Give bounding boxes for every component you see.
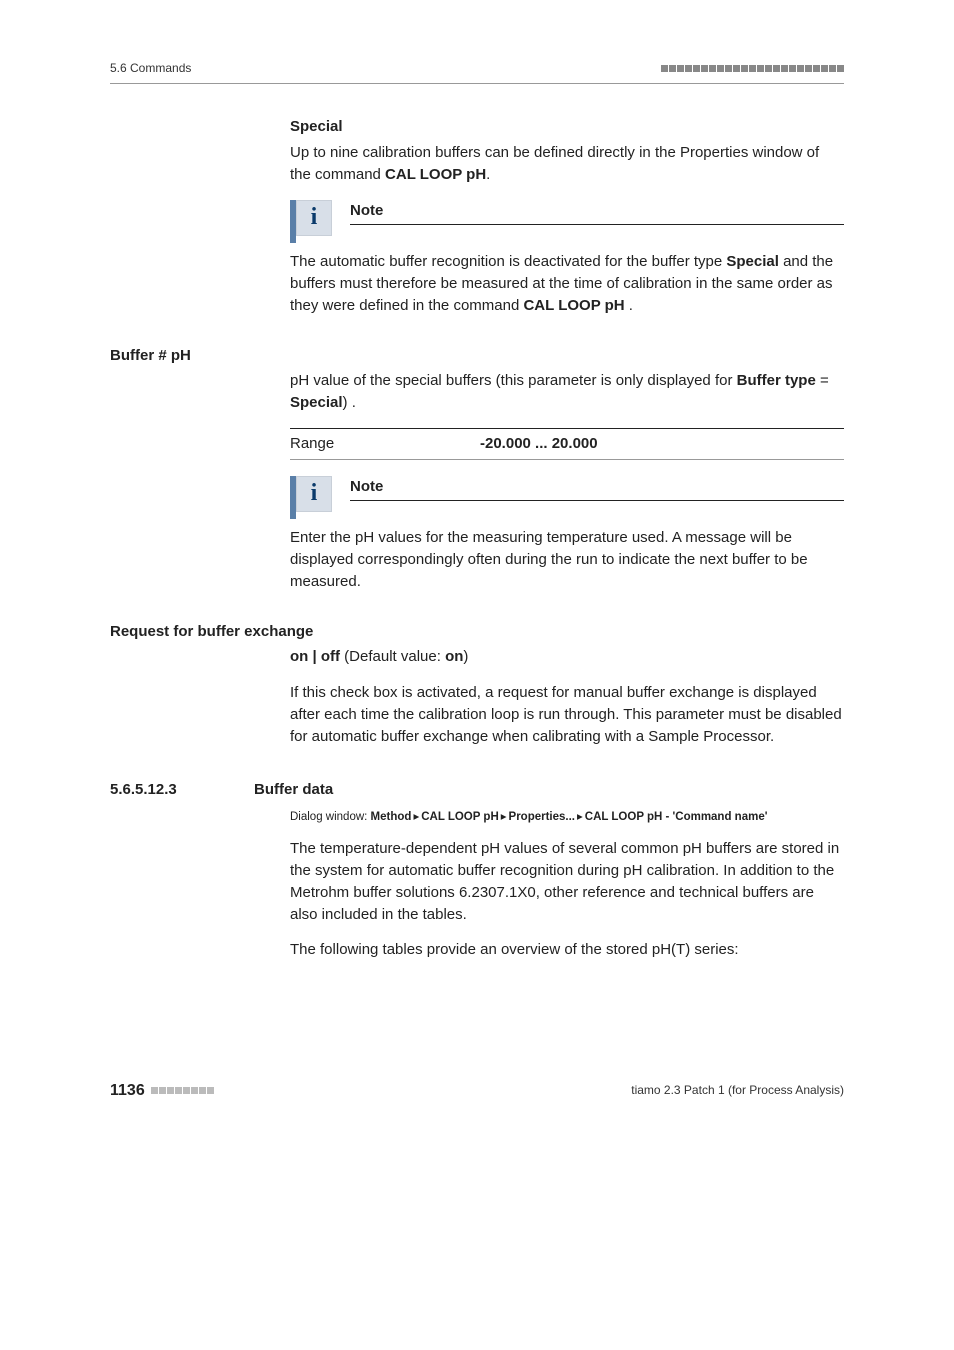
buffer-body: pH value of the special buffers (this pa… [290, 370, 844, 414]
bufferdata-title: Buffer data [254, 779, 333, 801]
info-icon: i [296, 200, 332, 236]
info-icon: i [296, 476, 332, 512]
bufferdata-path1: Method [371, 811, 412, 823]
bufferdata-path-pre: Dialog window: [290, 811, 371, 823]
special-body-cmd: CAL LOOP pH [385, 166, 486, 183]
footer-product: tiamo 2.3 Patch 1 (for Process Analysis) [631, 1082, 844, 1099]
page-footer: 1136 tiamo 2.3 Patch 1 (for Process Anal… [110, 1071, 844, 1102]
note-1: i Note The automatic buffer recognition … [290, 200, 844, 317]
buffer-body-post: ) . [343, 394, 356, 411]
note-1-title: Note [350, 200, 844, 226]
note-1-bold2: CAL LOOP pH [523, 297, 624, 314]
bufferdata-path: Dialog window: Method▸CAL LOOP pH▸Proper… [290, 809, 844, 826]
request-onoff-bold: on [445, 648, 463, 665]
special-body-post: . [486, 166, 490, 183]
note-2-title: Note [350, 476, 844, 502]
footer-decoration [151, 1087, 214, 1094]
buffer-heading: Buffer # pH [110, 345, 844, 367]
request-onoff-pre: on | off [290, 648, 340, 665]
special-body: Up to nine calibration buffers can be de… [290, 142, 844, 186]
request-onoff-post: ) [463, 648, 468, 665]
buffer-body-mid: = [816, 372, 829, 389]
range-label: Range [290, 433, 480, 455]
bufferdata-num: 5.6.5.12.3 [110, 779, 230, 801]
special-body-pre: Up to nine calibration buffers can be de… [290, 144, 819, 183]
bufferdata-path3: Properties... [509, 811, 575, 823]
buffer-body-pre: pH value of the special buffers (this pa… [290, 372, 737, 389]
request-heading: Request for buffer exchange [110, 621, 844, 643]
buffer-body-bold1: Buffer type [737, 372, 816, 389]
page-header: 5.6 Commands [110, 60, 844, 84]
page-number: 1136 [110, 1079, 145, 1102]
path-sep-icon: ▸ [575, 811, 585, 823]
note-2-body: Enter the pH values for the measuring te… [290, 527, 844, 592]
bufferdata-heading-row: 5.6.5.12.3 Buffer data [110, 779, 844, 801]
request-body: If this check box is activated, a reques… [290, 682, 844, 747]
path-sep-icon: ▸ [411, 811, 421, 823]
path-sep-icon: ▸ [499, 811, 509, 823]
header-section-label: 5.6 Commands [110, 60, 191, 77]
note-1-bold1: Spe­cial [726, 253, 779, 270]
bufferdata-body2: The following tables provide an overview… [290, 939, 844, 961]
request-onoff-mid: (Default value: [340, 648, 445, 665]
note-1-post: . [625, 297, 633, 314]
note-1-body: The automatic buffer recognition is deac… [290, 251, 844, 316]
bufferdata-body1: The temperature-dependent pH values of s… [290, 838, 844, 925]
buffer-body-bold2: Special [290, 394, 343, 411]
request-onoff: on | off (Default value: on) [290, 646, 844, 668]
bufferdata-path2: CAL LOOP pH [421, 811, 499, 823]
note-1-pre: The automatic buffer recognition is deac… [290, 253, 726, 270]
bufferdata-path4: CAL LOOP pH - 'Com­mand name' [585, 811, 768, 823]
range-row: Range -20.000 ... 20.000 [290, 428, 844, 460]
header-decoration [661, 65, 844, 72]
special-heading: Special [290, 116, 844, 138]
range-value: -20.000 ... 20.000 [480, 433, 598, 455]
note-2: i Note Enter the pH values for the measu… [290, 476, 844, 593]
